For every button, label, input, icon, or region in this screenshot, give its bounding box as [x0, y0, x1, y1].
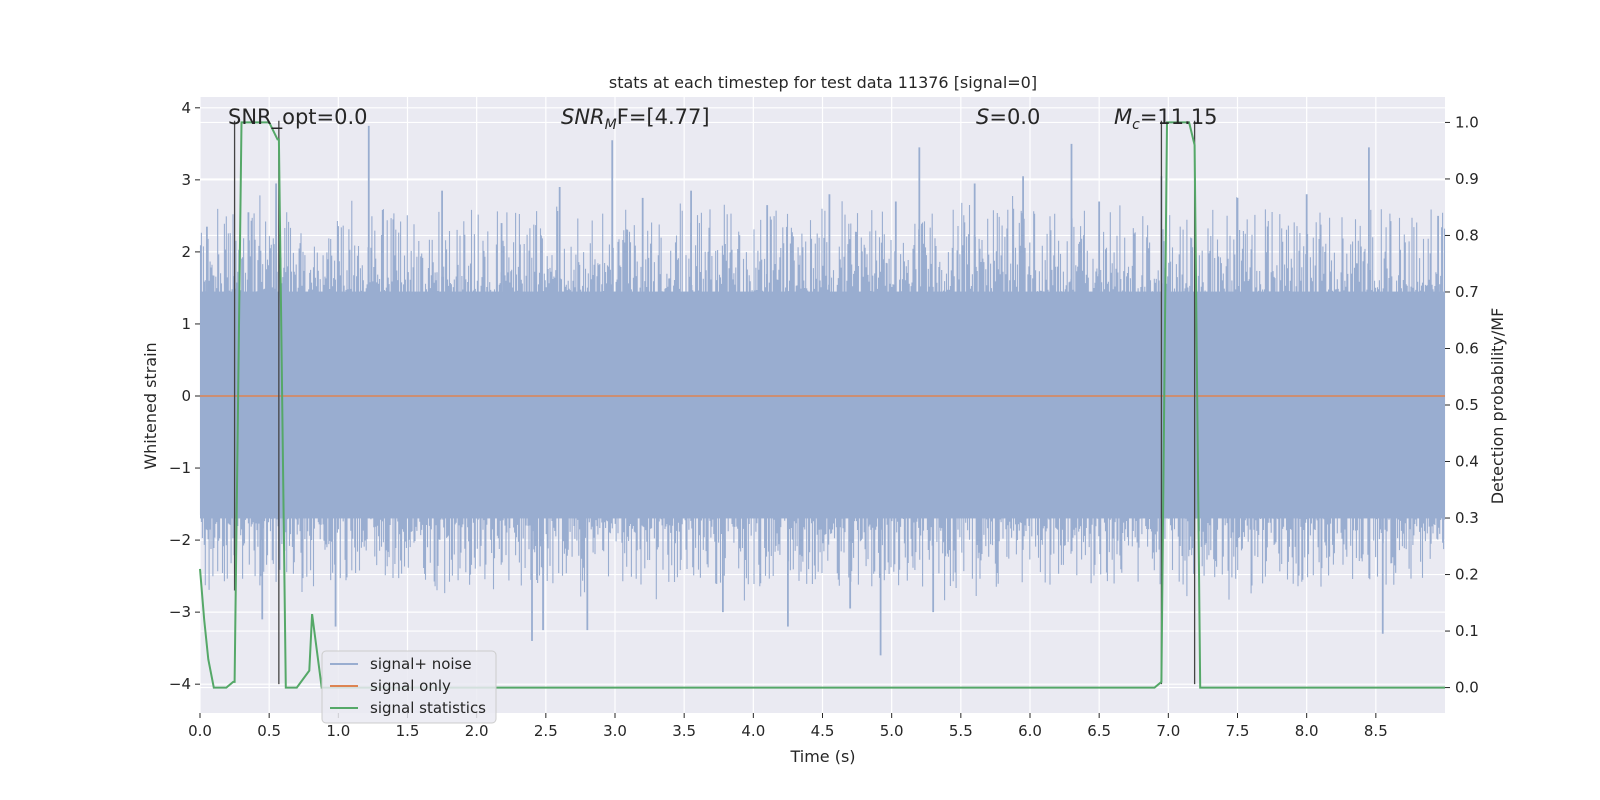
- annotation-snr-mf: SNRMF=[4.77]: [561, 105, 710, 133]
- y-tick-label: 0: [181, 387, 191, 405]
- x-tick-label: 2.5: [534, 722, 558, 740]
- x-tick-label: 8.0: [1295, 722, 1319, 740]
- y-tick-label: 4: [181, 99, 191, 117]
- y2-tick-label: 0.1: [1455, 622, 1479, 640]
- x-tick-label: 3.5: [672, 722, 696, 740]
- legend-label-statistics: signal statistics: [370, 699, 486, 717]
- annotation-snr-mf-prefix: SNR: [561, 105, 605, 129]
- y-tick-label: −1: [169, 459, 191, 477]
- legend-box: [321, 650, 497, 724]
- y2-tick-label: 0.9: [1455, 170, 1479, 188]
- legend-label-signal: signal only: [370, 677, 451, 695]
- y-tick-label: 1: [181, 315, 191, 333]
- x-tick-label: 4.5: [811, 722, 835, 740]
- annotation-mc: Mc=11.15: [1114, 105, 1218, 133]
- x-tick-label: 7.5: [1226, 722, 1250, 740]
- y2-tick-label: 0.0: [1455, 679, 1479, 697]
- y-tick-label: −4: [169, 675, 191, 693]
- x-tick-label: 4.0: [741, 722, 765, 740]
- annotation-mc-prefix: M: [1114, 105, 1132, 129]
- y2-tick-label: 0.4: [1455, 453, 1479, 471]
- x-tick-label: 5.5: [949, 722, 973, 740]
- y2-tick-label: 1.0: [1455, 113, 1479, 131]
- x-tick-label: 0.0: [188, 722, 212, 740]
- annotation-s-suffix: =0.0: [989, 105, 1040, 129]
- x-tick-label: 1.0: [326, 722, 350, 740]
- y-tick-label: −3: [169, 603, 191, 621]
- annotation-mc-suffix: =11.15: [1140, 105, 1218, 129]
- y-tick-label: −2: [169, 531, 191, 549]
- x-tick-label: 2.0: [465, 722, 489, 740]
- annotation-snr-opt: SNR_opt=0.0: [228, 105, 368, 130]
- x-tick-label: 7.0: [1156, 722, 1180, 740]
- y2-tick-label: 0.7: [1455, 283, 1479, 301]
- y2-tick-label: 0.8: [1455, 226, 1479, 244]
- y2-axis-ticks: 0.0 0.1 0.2 0.3 0.4 0.5 0.6 0.7 0.8 0.9 1.0: [1445, 113, 1479, 697]
- x-tick-label: 8.5: [1364, 722, 1388, 740]
- x-tick-label: 1.5: [396, 722, 420, 740]
- x-tick-label: 3.0: [603, 722, 627, 740]
- x-tick-label: 6.0: [1018, 722, 1042, 740]
- x-tick-label: 0.5: [257, 722, 281, 740]
- y2-axis-label: Detection probability/MF: [1488, 308, 1507, 505]
- y2-tick-label: 0.2: [1455, 566, 1479, 584]
- y-tick-label: 2: [181, 243, 191, 261]
- x-axis-label: Time (s): [789, 747, 855, 766]
- annotation-s-prefix: S: [976, 105, 989, 129]
- annotation-mc-sub: c: [1132, 117, 1140, 133]
- noise-trace: [199, 195, 1446, 601]
- y-tick-label: 3: [181, 171, 191, 189]
- x-axis-ticks: 0.0 0.5 1.0 1.5 2.0 2.5 3.0 3.5 4.0 4.5 5.0 5.5 6.0 6…: [188, 713, 1388, 740]
- annotation-s: S=0.0: [976, 105, 1040, 129]
- legend: signal+ noise signal only signal statist…: [321, 650, 497, 724]
- y-axis-ticks: −4 −3 −2 −1 0 1 2 3 4: [169, 99, 200, 693]
- y2-tick-label: 0.5: [1455, 396, 1479, 414]
- x-tick-label: 5.0: [880, 722, 904, 740]
- chart-title: stats at each timestep for test data 113…: [609, 73, 1037, 92]
- x-tick-label: 6.5: [1087, 722, 1111, 740]
- annotation-snr-mf-sub: M: [605, 117, 617, 133]
- y2-tick-label: 0.6: [1455, 339, 1479, 357]
- legend-label-noise: signal+ noise: [370, 655, 472, 673]
- y2-tick-label: 0.3: [1455, 509, 1479, 527]
- annotation-snr-mf-suffix: F=[4.77]: [617, 105, 710, 129]
- y-axis-label: Whitened strain: [141, 342, 160, 469]
- noise-series: [199, 125, 1446, 656]
